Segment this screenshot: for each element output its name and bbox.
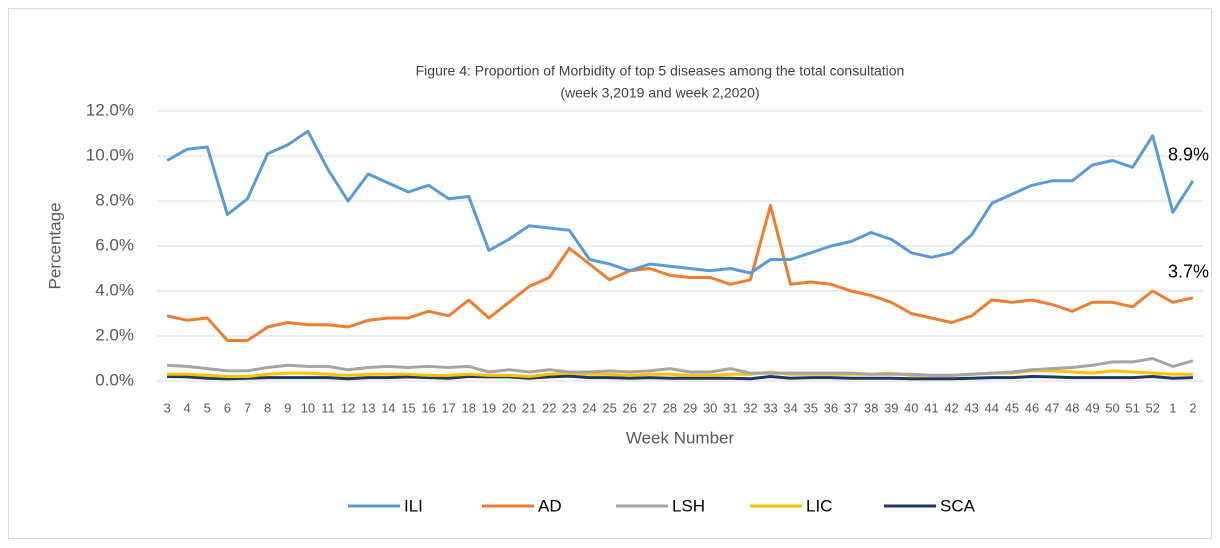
x-tick-label: 34: [783, 400, 797, 415]
chart-frame: [8, 8, 1212, 539]
x-tick-label: 33: [763, 400, 777, 415]
x-tick-label: 7: [244, 400, 251, 415]
y-tick-label: 10.0%: [86, 145, 134, 164]
x-tick-label: 46: [1025, 400, 1039, 415]
x-tick-label: 12: [341, 400, 355, 415]
x-tick-label: 24: [582, 400, 596, 415]
y-tick-label: 12.0%: [86, 100, 134, 119]
y-tick-label: 8.0%: [95, 190, 134, 209]
chart-subtitle: (week 3,2019 and week 2,2020): [560, 85, 759, 101]
x-tick-label: 35: [804, 400, 818, 415]
x-tick-label: 37: [844, 400, 858, 415]
x-tick-label: 27: [643, 400, 657, 415]
x-tick-label: 23: [562, 400, 576, 415]
x-tick-label: 3: [163, 400, 170, 415]
x-tick-label: 41: [924, 400, 938, 415]
x-tick-label: 15: [401, 400, 415, 415]
y-tick-label: 4.0%: [95, 280, 134, 299]
x-tick-label: 9: [284, 400, 291, 415]
x-tick-label: 49: [1085, 400, 1099, 415]
x-tick-label: 43: [964, 400, 978, 415]
x-tick-label: 28: [663, 400, 677, 415]
x-tick-label: 18: [462, 400, 476, 415]
legend-label: ILI: [404, 496, 423, 515]
x-tick-label: 4: [184, 400, 191, 415]
legend-label: SCA: [940, 496, 976, 515]
x-tick-label: 22: [542, 400, 556, 415]
x-tick-label: 21: [522, 400, 536, 415]
y-axis-label: Percentage: [45, 203, 64, 290]
x-tick-label: 2: [1189, 400, 1196, 415]
y-tick-label: 6.0%: [95, 235, 134, 254]
series-line: [167, 374, 1193, 381]
data-label: 8.9%: [1168, 145, 1209, 165]
x-tick-label: 26: [622, 400, 636, 415]
y-tick-label: 2.0%: [95, 325, 134, 344]
x-tick-label: 39: [884, 400, 898, 415]
x-tick-label: 44: [985, 400, 999, 415]
x-tick-label: 25: [602, 400, 616, 415]
chart-title: Figure 4: Proportion of Morbidity of top…: [416, 63, 905, 79]
x-tick-label: 11: [321, 400, 335, 415]
x-tick-label: 17: [441, 400, 455, 415]
x-tick-label: 10: [301, 400, 315, 415]
x-tick-label: 20: [502, 400, 516, 415]
x-tick-label: 50: [1105, 400, 1119, 415]
x-tick-label: 32: [743, 400, 757, 415]
x-tick-label: 36: [824, 400, 838, 415]
x-tick-label: 51: [1125, 400, 1139, 415]
x-tick-label: 48: [1065, 400, 1079, 415]
x-tick-label: 45: [1005, 400, 1019, 415]
series-line: [166, 129, 1195, 275]
x-tick-label: 14: [381, 400, 395, 415]
x-tick-label: 47: [1045, 400, 1059, 415]
x-tick-label: 1: [1169, 400, 1176, 415]
legend-label: LSH: [672, 496, 705, 515]
x-tick-label: 8: [264, 400, 271, 415]
y-tick-label: 0.0%: [95, 370, 134, 389]
x-tick-label: 42: [944, 400, 958, 415]
series-line: [167, 357, 1194, 377]
legend-label: LIC: [806, 496, 832, 515]
x-tick-label: 40: [904, 400, 918, 415]
x-tick-label: 5: [204, 400, 211, 415]
series-line: [166, 204, 1194, 342]
legend-label: AD: [538, 496, 562, 515]
x-tick-label: 52: [1145, 400, 1159, 415]
x-tick-label: 30: [703, 400, 717, 415]
x-axis-label: Week Number: [626, 428, 735, 447]
x-tick-label: 6: [224, 400, 231, 415]
x-tick-label: 29: [683, 400, 697, 415]
x-tick-label: 16: [421, 400, 435, 415]
x-tick-label: 38: [864, 400, 878, 415]
x-tick-label: 31: [723, 400, 737, 415]
x-tick-label: 19: [482, 400, 496, 415]
x-tick-label: 13: [361, 400, 375, 415]
data-label: 3.7%: [1168, 262, 1209, 282]
